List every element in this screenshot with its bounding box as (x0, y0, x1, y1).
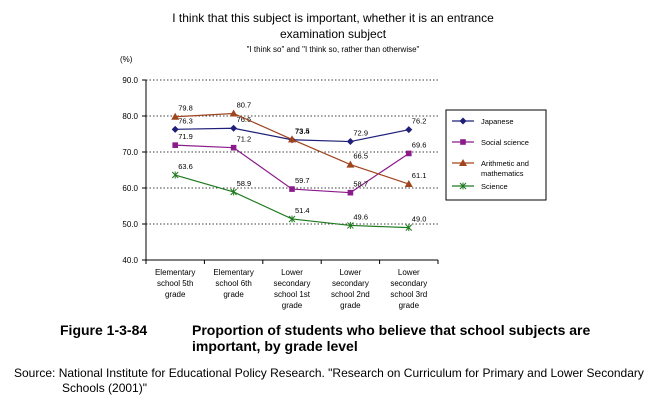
data-point-marker (346, 138, 354, 146)
data-label: 58.9 (237, 179, 252, 188)
y-tick-label: 60.0 (122, 184, 138, 193)
data-label: 59.7 (295, 176, 310, 185)
data-point-marker (347, 189, 354, 196)
y-tick-label: 80.0 (122, 112, 138, 121)
series-arithmetic-and-mathematics: 79.8 80.7 73.5 66.5 61.1 (171, 100, 427, 188)
data-point-marker (404, 180, 413, 188)
x-tick-label: Lower secondary school 1st grade (274, 268, 311, 310)
figure-label: Figure 1-3-84 (60, 322, 148, 338)
source-line-2: Schools (2001)" (62, 381, 147, 395)
data-label: 73.5 (295, 126, 310, 135)
data-label: 58.7 (353, 180, 368, 189)
x-tick-label: Lower secondary school 2nd grade (331, 268, 370, 310)
data-label: 79.8 (178, 104, 193, 113)
chart-series: 76.3 76.6 73.4 72.9 76.2 71.9 71.2 59.7 58.7 69.6… (171, 100, 427, 232)
data-point-marker (347, 221, 354, 229)
series-line (175, 112, 409, 185)
data-label: 49.6 (353, 212, 368, 221)
y-tick-label: 70.0 (122, 148, 138, 157)
chart-title-line: examination subject (280, 27, 387, 41)
data-point-marker (405, 224, 413, 232)
figure-caption: Figure 1-3-84 Proportion of students who … (60, 322, 640, 354)
y-axis-label: (%) (120, 55, 133, 64)
data-label: 71.2 (237, 135, 252, 144)
data-point-marker (406, 150, 412, 157)
data-label: 51.4 (295, 206, 310, 215)
source-note: Source: National Institute for Education… (14, 366, 644, 396)
y-tick-label: 90.0 (122, 76, 138, 85)
chart-axes: (%) 40.0 50.0 60.0 70.0 80.0 90.0 Elementary sch… (120, 55, 439, 310)
x-tick-label: Elementary school 5th grade (155, 268, 195, 299)
data-point-marker (229, 109, 238, 117)
x-tick-label: Elementary school 6th grade (213, 268, 253, 299)
data-label: 73.4 (295, 127, 310, 136)
data-point-marker (460, 139, 466, 145)
legend-entry: Science (481, 182, 508, 191)
data-point-marker (171, 125, 179, 133)
figure-caption-text: Proportion of students who believe that … (192, 322, 591, 354)
chart-title-group: I think that this subject is important, … (172, 11, 494, 54)
data-label: 49.0 (412, 215, 427, 224)
data-point-marker (172, 142, 178, 148)
data-label: 76.3 (178, 116, 193, 125)
y-tick-label: 50.0 (122, 220, 138, 229)
data-label: 76.6 (237, 115, 252, 124)
data-label: 72.9 (353, 129, 368, 138)
data-label: 66.5 (353, 152, 368, 161)
data-label: 63.6 (178, 162, 193, 171)
source-line-1: Source: National Institute for Education… (14, 366, 644, 380)
data-label: 69.6 (412, 140, 427, 149)
data-point-marker (171, 171, 179, 179)
data-point-marker (230, 188, 237, 196)
line-chart: I think that this subject is important, … (120, 11, 547, 310)
data-label: 76.2 (412, 117, 427, 126)
series-social-science: 71.9 71.2 59.7 58.7 69.6 (172, 132, 427, 196)
chart-title-line: I think that this subject is important, … (172, 11, 494, 25)
data-point-marker (230, 124, 238, 132)
y-tick-label: 40.0 (122, 256, 138, 265)
data-point-marker (459, 117, 467, 125)
data-point-marker (288, 215, 296, 223)
x-tick-label: Lower secondary school 3rd grade (390, 268, 427, 310)
data-point-marker (171, 112, 180, 120)
data-point-marker (346, 160, 355, 168)
chart-subtitle: "I think so" and "I think so, rather tha… (247, 45, 420, 54)
data-point-marker (459, 182, 467, 190)
legend-entry: Arithmetic and mathematics (481, 159, 529, 178)
legend-entry: Japanese (481, 117, 514, 126)
data-label: 71.9 (178, 132, 193, 141)
series-science: 63.6 58.9 51.4 49.6 49.0 (171, 162, 427, 232)
data-point-marker (289, 186, 295, 192)
data-point-marker (459, 159, 467, 166)
data-label: 61.1 (412, 171, 427, 180)
data-label: 80.7 (237, 100, 252, 109)
data-point-marker (405, 126, 413, 134)
legend-entry: Social science (481, 138, 529, 147)
data-point-marker (288, 135, 296, 143)
chart-legend: Japanese Social science Arithmetic and math… (445, 109, 547, 201)
data-point-marker (230, 144, 237, 151)
